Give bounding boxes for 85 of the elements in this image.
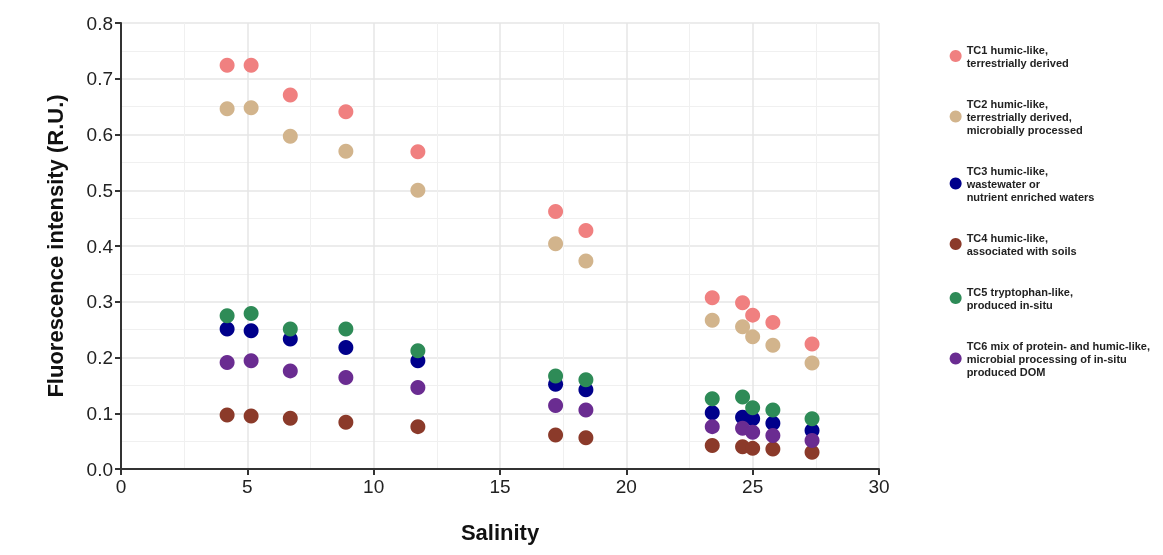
point [338,104,354,120]
y-tick-label: 0.8 [86,12,113,34]
point [282,87,298,103]
point [735,389,751,405]
point [745,424,761,440]
point [410,419,426,435]
x-tick-label: 0 [115,476,127,497]
point [282,128,298,144]
x-axis-title: Salinity [460,519,540,545]
point [804,433,820,449]
point [745,440,761,456]
x-tick-label: 5 [242,476,253,497]
y-tick-label: 0.6 [86,124,113,145]
point [804,355,820,371]
point [804,411,820,427]
point [704,405,720,421]
point [338,370,354,386]
point [338,414,354,430]
legend-label: TC5 tryptophan-like, produced in-situ [966,285,1073,311]
point [745,307,761,323]
point [243,408,259,424]
y-tick-label: 0.4 [86,235,114,257]
point [219,407,235,423]
point [548,427,564,443]
point [765,337,781,353]
point [578,372,594,388]
point [745,400,761,416]
point [765,428,781,444]
legend-label: TC4 humic-like, associated with soils [966,231,1077,257]
point [548,397,564,413]
point [765,314,781,330]
point [765,402,781,418]
point [243,57,259,73]
point [704,312,720,328]
x-tick-label: 25 [742,476,764,497]
legend-label: TC2 humic-like, terrestrially derived, microbially processed [966,97,1083,136]
point [410,343,426,359]
y-tick-label: 0.7 [86,68,113,90]
point [243,323,259,339]
y-tick-label: 0.2 [86,347,113,368]
point [338,143,354,159]
point [548,236,564,252]
point [548,203,564,219]
point [338,321,354,337]
point [410,144,426,160]
point [735,319,751,335]
point [219,355,235,371]
point [410,182,426,198]
point [578,222,594,238]
point [219,321,235,337]
point [219,308,235,324]
x-tick-label: 20 [615,476,637,497]
point [735,295,751,311]
point [804,336,820,352]
point [704,391,720,407]
point [578,253,594,269]
y-tick-label: 0.3 [86,291,113,313]
y-tick-label: 0.1 [86,402,113,424]
point [410,380,426,396]
legend-label: TC6 mix of protein- and humic-like, microbial processing of in-situ produced DOM [966,339,1151,378]
y-tick-label: 0.0 [86,458,113,480]
legend-label: TC3 humic-like, wastewater or nutrient enriched waters [965,164,1095,203]
y-axis-title: Fluorescence intensity (R.U.) [42,94,68,398]
point [765,441,781,457]
point [243,305,259,321]
point [578,430,594,446]
point [282,410,298,426]
point [282,363,298,379]
point [219,101,235,117]
point [243,353,259,369]
legend-label: TC1 humic-like, terrestrially derived [966,43,1069,69]
point [338,339,354,355]
point [745,329,761,345]
point [704,419,720,435]
x-tick-label: 15 [489,476,511,497]
point [548,368,564,384]
y-tick-label: 0.5 [86,179,113,201]
point [704,438,720,454]
point [219,57,235,73]
x-tick-label: 10 [363,476,385,497]
x-tick-label: 30 [868,476,890,497]
point [704,290,720,306]
point [243,100,259,116]
point [578,402,594,418]
point [282,321,298,337]
